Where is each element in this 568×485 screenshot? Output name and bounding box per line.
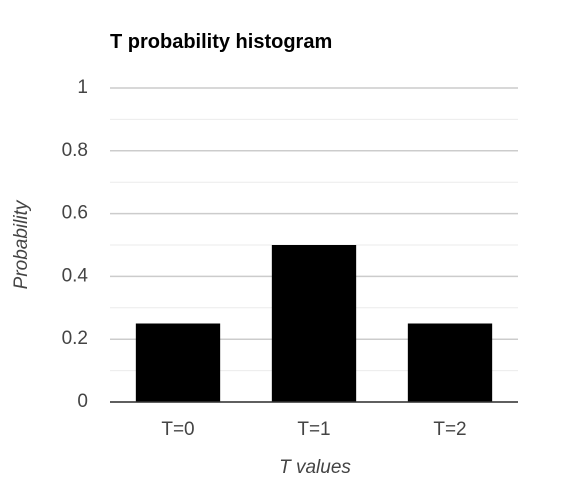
bar — [271, 245, 357, 402]
x-axis-label: T values — [279, 457, 351, 478]
y-tick-label: 1 — [77, 77, 88, 98]
y-tick-label: 0.8 — [62, 140, 88, 161]
bar — [407, 323, 493, 402]
x-tick-label: T=0 — [161, 419, 194, 440]
y-tick-label: 0.6 — [62, 203, 88, 224]
bar — [135, 323, 221, 402]
y-tick-label: 0.4 — [62, 265, 89, 286]
y-axis-label: Probability — [11, 199, 32, 289]
y-tick-label: 0 — [77, 391, 88, 412]
x-tick-label: T=1 — [297, 419, 330, 440]
x-tick-label: T=2 — [433, 419, 466, 440]
y-tick-label: 0.2 — [62, 328, 88, 349]
chart-title: T probability histogram — [110, 31, 332, 53]
